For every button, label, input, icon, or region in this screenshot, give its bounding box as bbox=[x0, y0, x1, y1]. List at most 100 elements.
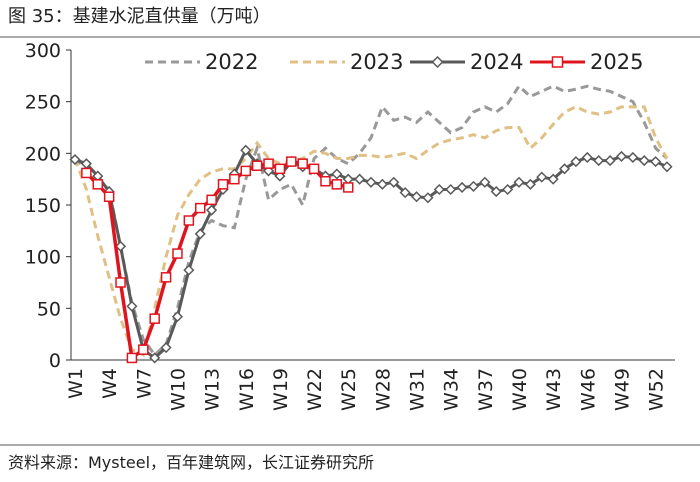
x-tick-label: W10 bbox=[167, 368, 189, 411]
x-tick-label: W25 bbox=[338, 368, 360, 411]
point bbox=[615, 150, 628, 162]
point bbox=[114, 240, 127, 252]
point bbox=[376, 178, 388, 190]
point bbox=[126, 352, 138, 364]
point bbox=[172, 248, 183, 259]
y-tick-label: 250 bbox=[25, 92, 61, 114]
point bbox=[536, 171, 548, 183]
point bbox=[547, 173, 559, 185]
point bbox=[422, 192, 434, 204]
point bbox=[240, 165, 252, 177]
y-tick-label: 0 bbox=[49, 350, 61, 372]
point bbox=[92, 179, 104, 190]
point bbox=[650, 156, 662, 168]
point bbox=[240, 144, 252, 156]
x-tick-label: W34 bbox=[441, 368, 463, 411]
point bbox=[69, 153, 81, 166]
x-tick-label: W28 bbox=[372, 368, 394, 411]
series-line bbox=[85, 159, 349, 362]
legend-label: 2024 bbox=[470, 50, 523, 74]
point bbox=[502, 183, 514, 196]
point bbox=[570, 156, 582, 168]
point bbox=[490, 186, 502, 198]
point bbox=[593, 155, 605, 167]
point bbox=[354, 173, 366, 185]
point bbox=[81, 167, 92, 179]
point bbox=[308, 163, 320, 175]
point bbox=[115, 277, 126, 288]
point bbox=[183, 215, 195, 226]
y-tick-label: 50 bbox=[37, 298, 61, 320]
legend-label: 2025 bbox=[590, 50, 643, 74]
point bbox=[467, 180, 480, 192]
x-tick-label: W49 bbox=[611, 368, 633, 411]
point bbox=[286, 156, 297, 167]
point bbox=[456, 181, 468, 193]
point bbox=[171, 311, 184, 323]
point bbox=[263, 158, 274, 169]
x-tick-label: W16 bbox=[236, 368, 258, 411]
point bbox=[297, 158, 308, 169]
x-tick-label: W40 bbox=[509, 368, 531, 411]
point bbox=[513, 176, 525, 188]
point bbox=[160, 342, 172, 354]
point bbox=[638, 155, 650, 167]
y-tick-label: 200 bbox=[25, 143, 61, 165]
point bbox=[194, 202, 206, 214]
point bbox=[320, 175, 331, 187]
point bbox=[410, 191, 423, 203]
point bbox=[149, 313, 160, 324]
point bbox=[627, 151, 639, 164]
point bbox=[183, 264, 195, 276]
x-tick-label: W1 bbox=[65, 368, 87, 399]
legend-label: 2023 bbox=[350, 50, 403, 74]
point bbox=[274, 163, 286, 175]
legend-marker bbox=[431, 55, 444, 69]
point bbox=[103, 191, 115, 202]
point bbox=[558, 163, 571, 175]
source: 资料来源：Mysteel，百年建筑网，长江证券研究所 bbox=[8, 453, 374, 472]
point bbox=[206, 194, 217, 206]
point bbox=[138, 344, 149, 355]
legend-marker bbox=[551, 56, 564, 68]
point bbox=[479, 176, 491, 188]
x-tick-label: W31 bbox=[407, 368, 429, 411]
point bbox=[524, 178, 536, 190]
point bbox=[160, 272, 172, 283]
x-tick-label: W19 bbox=[270, 368, 292, 411]
point bbox=[388, 176, 400, 188]
y-tick-label: 300 bbox=[25, 40, 61, 62]
x-tick-label: W43 bbox=[543, 368, 565, 411]
point bbox=[217, 179, 229, 190]
point bbox=[604, 155, 616, 167]
point bbox=[342, 182, 354, 193]
point bbox=[126, 300, 138, 312]
x-tick-label: W13 bbox=[202, 368, 224, 411]
chart-title: 图 35：基建水泥直供量（万吨） bbox=[8, 6, 271, 27]
point bbox=[399, 187, 411, 199]
y-tick-label: 150 bbox=[25, 195, 61, 217]
legend-label: 2022 bbox=[205, 50, 258, 74]
point bbox=[229, 173, 240, 185]
point bbox=[365, 176, 377, 188]
series-line bbox=[73, 105, 669, 357]
x-tick-label: W7 bbox=[133, 368, 155, 399]
x-tick-label: W37 bbox=[475, 368, 497, 411]
point bbox=[331, 168, 343, 180]
y-tick-label: 100 bbox=[25, 247, 61, 269]
point bbox=[251, 160, 263, 171]
x-tick-label: W22 bbox=[304, 368, 326, 411]
point bbox=[331, 179, 343, 190]
point bbox=[445, 183, 457, 196]
point bbox=[433, 183, 445, 196]
point bbox=[581, 151, 593, 164]
series-line bbox=[73, 83, 669, 358]
point bbox=[194, 228, 206, 240]
point bbox=[206, 204, 218, 216]
point bbox=[661, 161, 673, 173]
point bbox=[149, 352, 161, 364]
x-tick-label: W4 bbox=[99, 368, 121, 399]
x-tick-label: W46 bbox=[577, 368, 599, 411]
x-tick-label: W52 bbox=[646, 368, 668, 411]
